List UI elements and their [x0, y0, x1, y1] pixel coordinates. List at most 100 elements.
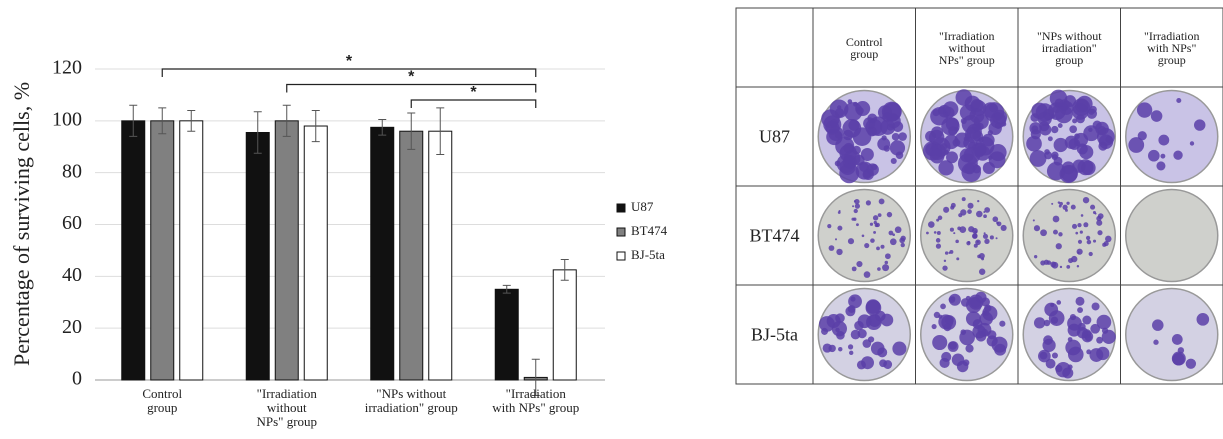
- colony: [932, 335, 947, 350]
- colony: [1075, 232, 1078, 235]
- bar: [553, 270, 576, 380]
- bar: [429, 131, 452, 380]
- bar: [122, 121, 145, 380]
- colony: [983, 214, 987, 218]
- colony: [1083, 125, 1099, 141]
- bar: [151, 121, 174, 380]
- colony: [1044, 149, 1050, 155]
- colony: [856, 261, 862, 267]
- colony: [1077, 265, 1079, 267]
- colony: [1031, 125, 1038, 132]
- y-tick-label: 20: [62, 316, 82, 338]
- x-tick-label: Control group: [142, 387, 182, 415]
- colony: [1047, 162, 1065, 180]
- colony: [968, 295, 983, 310]
- colony: [1034, 225, 1040, 231]
- colony: [1053, 216, 1060, 223]
- colony: [879, 199, 885, 205]
- colony: [989, 151, 1006, 168]
- colony: [949, 294, 961, 306]
- colony: [941, 315, 956, 330]
- colony: [977, 241, 979, 243]
- colony: [836, 331, 845, 340]
- colony: [928, 221, 935, 228]
- colony: [870, 238, 875, 243]
- colony: [1080, 231, 1083, 234]
- colony: [957, 227, 961, 231]
- colony: [944, 260, 946, 262]
- colony: [871, 164, 877, 170]
- significance-label: *: [346, 53, 353, 70]
- legend-swatch: [617, 204, 625, 212]
- colony: [937, 231, 941, 235]
- colony: [942, 265, 947, 270]
- colony: [1098, 213, 1104, 219]
- colony: [1160, 154, 1165, 159]
- petri-dish: [921, 190, 1013, 282]
- colony: [1072, 160, 1085, 173]
- colony: [1060, 266, 1062, 268]
- colony: [1071, 205, 1076, 210]
- colony: [975, 136, 994, 155]
- x-tick-label: "Irradiation with NPs" group: [492, 387, 579, 415]
- colony: [940, 358, 950, 368]
- colony: [952, 353, 964, 365]
- legend-swatch: [617, 228, 625, 236]
- colony: [1068, 337, 1073, 342]
- colony: [890, 238, 897, 245]
- colony: [857, 360, 866, 369]
- colony: [960, 148, 974, 162]
- colony: [992, 216, 998, 222]
- colony: [848, 99, 853, 104]
- colony: [1068, 364, 1073, 369]
- colony: [961, 118, 967, 124]
- bar: [400, 131, 423, 380]
- colony: [1089, 252, 1093, 256]
- colony: [829, 245, 835, 251]
- colony: [862, 339, 871, 348]
- colony: [1048, 136, 1053, 141]
- colony: [851, 218, 854, 221]
- colony: [1030, 113, 1039, 122]
- colony: [959, 330, 975, 346]
- colony: [966, 241, 970, 245]
- colony: [838, 211, 841, 214]
- column-header: "NPs without irradiation" group: [1037, 30, 1102, 66]
- colony: [857, 107, 864, 114]
- colony: [1093, 240, 1096, 243]
- colony: [967, 209, 972, 214]
- colony: [1128, 137, 1144, 153]
- colony: [953, 232, 955, 234]
- colony: [864, 271, 871, 278]
- colony: [1078, 240, 1082, 244]
- colony: [835, 313, 845, 323]
- colony: [1043, 109, 1054, 120]
- colony: [968, 226, 974, 232]
- colony: [873, 215, 878, 220]
- colony: [1001, 225, 1007, 231]
- colony: [1052, 353, 1058, 359]
- colony: [1081, 214, 1084, 217]
- colony: [1099, 135, 1113, 149]
- colony: [1086, 349, 1091, 354]
- colony: [1072, 224, 1077, 229]
- colony: [1151, 110, 1163, 122]
- colony: [1034, 317, 1045, 328]
- colony: [1194, 119, 1205, 130]
- colony: [1083, 197, 1089, 203]
- colony: [1102, 328, 1108, 334]
- colony: [1052, 262, 1059, 269]
- colony: [876, 223, 880, 227]
- colony: [1097, 230, 1102, 235]
- colony: [1074, 133, 1080, 139]
- colony: [1172, 353, 1184, 365]
- colony: [972, 234, 977, 239]
- colony: [1065, 340, 1081, 356]
- colony: [887, 124, 894, 131]
- colony: [962, 197, 966, 201]
- colony: [1176, 98, 1181, 103]
- colony: [943, 207, 949, 213]
- colony: [878, 213, 882, 217]
- colony: [1075, 99, 1088, 112]
- colony: [892, 342, 906, 356]
